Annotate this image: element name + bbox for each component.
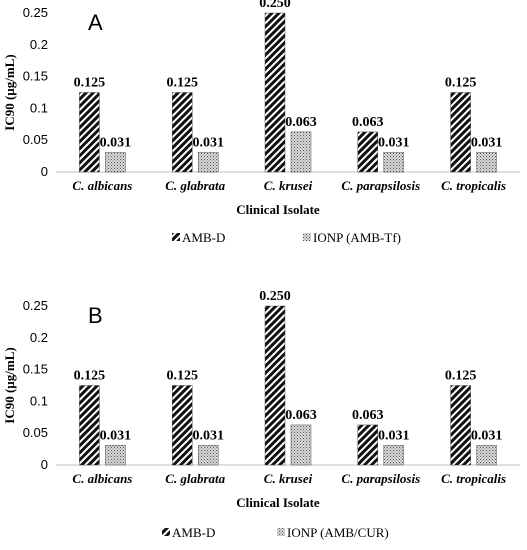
bar-amb-d [357,131,378,173]
data-label: 0.125 [166,369,198,384]
y-tick-label: 0.15 [23,69,48,84]
bar-ionp [105,445,126,466]
y-tick-label: 0.1 [30,100,48,115]
bar-ionp [476,152,497,173]
y-tick-label: 0.25 [23,5,48,20]
bar-ionp [197,152,219,173]
legend-marker-ionp [277,528,285,536]
data-label: 0.063 [352,115,384,130]
category-label: C. krusei [264,471,313,486]
y-axis-label: IC90 (µg/mL) [2,347,17,423]
data-label: 0.031 [471,135,503,150]
category-label: C. glabrata [165,471,225,486]
y-tick-label: 0.2 [30,37,48,52]
bar-amb-d [79,385,100,466]
legend-marker-amb-d [172,233,180,241]
y-tick-label: 0 [41,164,48,179]
data-label: 0.125 [166,76,198,91]
y-tick-label: 0.1 [30,393,48,408]
y-tick-label: 0.05 [23,425,48,440]
bar-amb-d [450,92,471,173]
category-label: C. tropicalis [441,178,506,193]
data-label: 0.125 [445,369,477,384]
legend: AMB-D IONP (AMB/CUR) [162,525,389,540]
category-label: C. albicans [72,471,132,486]
category-label: C. glabrata [165,178,225,193]
legend: AMB-D IONP (AMB-Tf) [172,230,401,245]
legend-label: IONP (AMB-Tf) [313,230,401,245]
y-tick-label: 0.2 [30,330,48,345]
legend-label: IONP (AMB/CUR) [287,525,389,540]
y-tick-label: 0.05 [23,132,48,147]
data-label: 0.063 [285,408,317,423]
data-label: 0.031 [378,135,410,150]
data-label: 0.031 [378,428,410,443]
bar-ionp [476,445,497,466]
legend-marker-ionp [303,233,311,241]
x-axis-label: Clinical Isolate [236,495,320,510]
chart-panel-b: B 0 0.05 0.1 0.15 0.2 0.25 IC90 (µg/mL) 0.125 0.0… [2,289,520,540]
bar-ionp [383,445,404,466]
data-label: 0.063 [352,408,384,423]
bar-ionp [290,131,312,173]
legend-label: AMB-D [172,525,215,540]
panel-label: A [88,10,103,35]
data-label: 0.125 [74,76,106,91]
bar-ionp [105,152,126,173]
data-label: 0.031 [100,428,132,443]
bar-amb-d [264,12,286,173]
category-label: C. krusei [264,178,313,193]
bar-amb-d [264,305,286,466]
category-label: C. albicans [72,178,132,193]
category-label: C. parapsilosis [341,178,420,193]
category-label: C. tropicalis [441,471,506,486]
data-label: 0.031 [471,428,503,443]
bar-ionp [290,424,312,466]
data-label: 0.031 [100,135,132,150]
data-label: 0.063 [285,115,317,130]
data-label: 0.031 [192,428,224,443]
y-tick-label: 0 [41,457,48,472]
chart-panel-a: A 0 0.05 0.1 0.15 0.2 0.25 IC90 (µg/mL) 0.125 0.0… [2,0,520,245]
data-label: 0.031 [192,135,224,150]
data-label: 0.250 [259,0,291,11]
data-label: 0.250 [259,289,291,304]
bar-ionp [197,445,219,466]
y-tick-label: 0.25 [23,298,48,313]
bar-amb-d [171,92,193,173]
x-axis-label: Clinical Isolate [236,202,320,217]
data-label: 0.125 [74,369,106,384]
bar-amb-d [79,92,100,173]
bar-ionp [383,152,404,173]
bar-amb-d [171,385,193,466]
legend-marker-amb-d [162,528,170,536]
y-axis-label: IC90 (µg/mL) [2,54,17,130]
bar-amb-d [357,424,378,466]
legend-label: AMB-D [182,230,225,245]
y-tick-label: 0.15 [23,362,48,377]
category-label: C. parapsilosis [341,471,420,486]
data-label: 0.125 [445,76,477,91]
bar-amb-d [450,385,471,466]
panel-label: B [88,303,103,328]
